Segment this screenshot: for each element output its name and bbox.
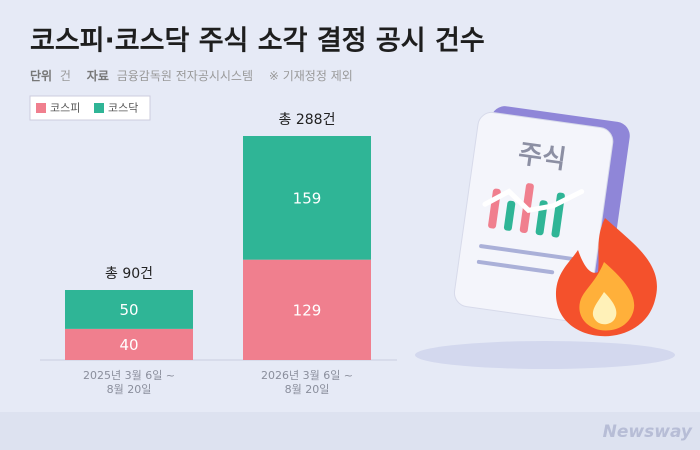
note: ※ 기재정정 제외: [269, 69, 353, 83]
value-label: 40: [119, 336, 138, 354]
total-label: 총 90건: [105, 266, 153, 282]
total-label: 총 288건: [279, 112, 336, 128]
bar-segment: [243, 136, 371, 260]
x-tick-label: 2026년 3월 6일 ~ 8월 20일: [260, 369, 354, 396]
subtitle: 단위 건 자료 금융감독원 전자공시시스템 ※ 기재정정 제외: [30, 68, 353, 83]
icon: [503, 200, 516, 231]
bar-segment: [65, 290, 193, 329]
bar-segment: [65, 328, 193, 360]
value-label: 129: [293, 301, 322, 319]
x-tick-label: 2025년 3월 6일 ~ 8월 20일: [82, 369, 176, 396]
source: 금융감독원 전자공시시스템: [117, 69, 253, 83]
legend-label: 코스닥: [108, 102, 138, 115]
value-label: 50: [119, 301, 138, 319]
icon: [482, 188, 585, 214]
source-label: 자료: [87, 68, 109, 83]
watermark: Newsway: [603, 422, 693, 442]
unit-label: 단위: [30, 68, 52, 83]
legend-box: [29, 95, 151, 121]
unit: 건: [60, 69, 71, 83]
legend-swatch: [36, 103, 46, 113]
shadow: [415, 341, 675, 369]
value-label: 159: [293, 189, 322, 207]
flame: [592, 292, 617, 325]
chart-title: 코스피·코스닥 주식 소각 결정 공시 건수: [30, 26, 485, 57]
legend-label: 코스피: [50, 102, 80, 115]
doc-title: 주식: [516, 139, 568, 175]
legend-swatch: [94, 103, 104, 113]
icon: [476, 259, 555, 275]
bar-segment: [243, 259, 371, 360]
footer-band: [0, 412, 700, 450]
icon: [479, 244, 577, 262]
illustration: 주식: [415, 106, 675, 369]
